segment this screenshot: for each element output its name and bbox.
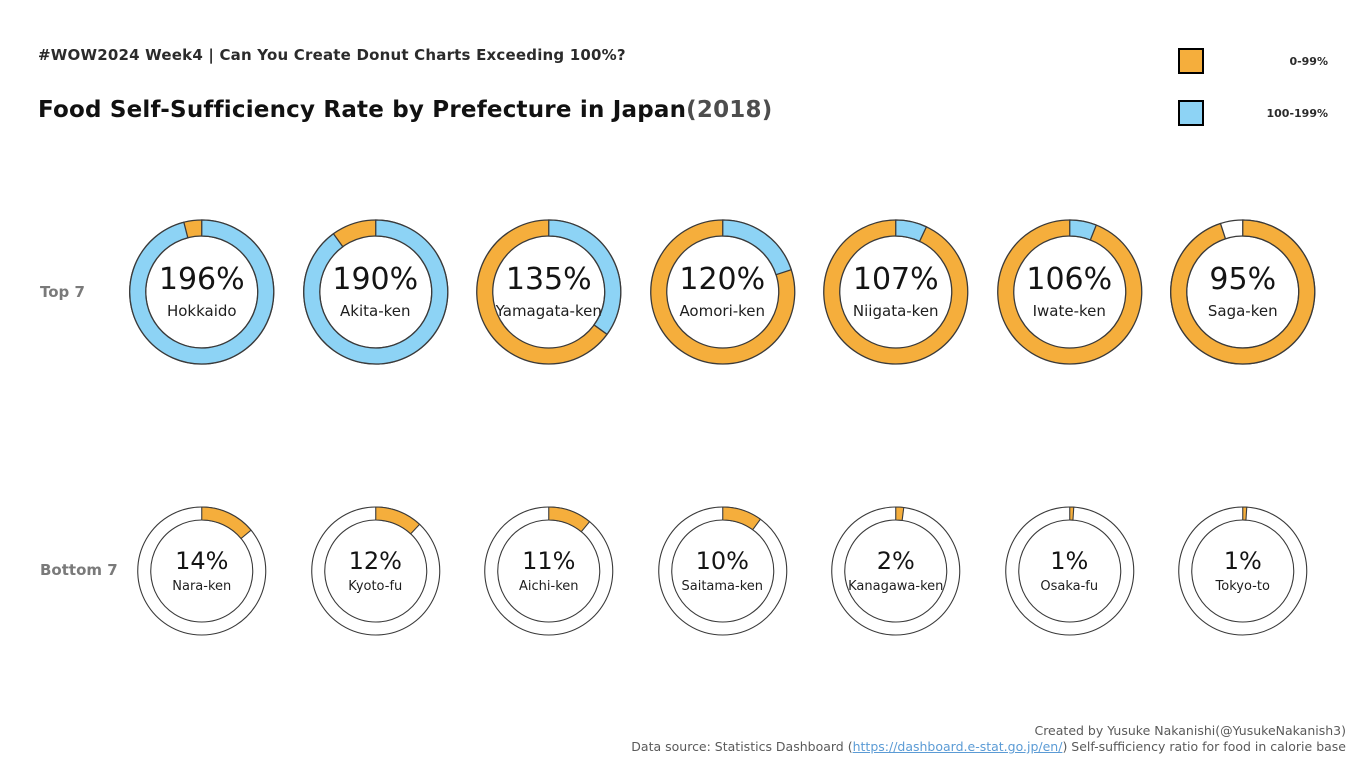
row-label-top7: Top 7 [40, 283, 85, 301]
footer-source-link[interactable]: https://dashboard.e-stat.go.jp/en/ [852, 739, 1063, 754]
donut-ring [129, 219, 275, 365]
page-title-text: Food Self-Sufficiency Rate by Prefecture… [38, 97, 687, 123]
page-title-year: (2018) [686, 97, 773, 123]
donut-chart-osaka-fu[interactable]: 1% Osaka-fu [983, 506, 1157, 636]
legend-swatch-orange [1178, 48, 1204, 74]
donut-ring [1004, 506, 1134, 636]
dashboard-subtitle: #WOW2024 Week4 | Can You Create Donut Ch… [38, 46, 626, 64]
footer-source-suffix: ) Self-sufficiency ratio for food in cal… [1062, 739, 1346, 754]
donut-chart-aomori-ken[interactable]: 120% Aomori-ken [636, 219, 810, 365]
donut-ring [657, 506, 787, 636]
donut-chart-niigata-ken[interactable]: 107% Niigata-ken [809, 219, 983, 365]
donut-chart-nara-ken[interactable]: 14% Nara-ken [115, 506, 289, 636]
donut-chart-yamagata-ken[interactable]: 135% Yamagata-ken [462, 219, 636, 365]
donut-chart-saitama-ken[interactable]: 10% Saitama-ken [636, 506, 810, 636]
legend-item-0-99[interactable]: 0-99% [1178, 46, 1328, 76]
footer: Created by Yusuke Nakanishi(@YusukeNakan… [631, 723, 1346, 755]
footer-source-prefix: Data source: Statistics Dashboard ( [631, 739, 853, 754]
donut-ring [823, 219, 969, 365]
legend-label-100-199: 100-199% [1266, 106, 1328, 120]
legend-label-0-99: 0-99% [1289, 54, 1328, 68]
legend-item-100-199[interactable]: 100-199% [1178, 98, 1328, 128]
donut-row-bottom7: 14% Nara-ken 12% Kyoto-fu 11% Aichi-ken 10% Sai… [115, 506, 1330, 636]
donut-chart-aichi-ken[interactable]: 11% Aichi-ken [462, 506, 636, 636]
donut-ring [1178, 506, 1308, 636]
donut-chart-akita-ken[interactable]: 190% Akita-ken [289, 219, 463, 365]
donut-row-top7: 196% Hokkaido 190% Akita-ken 135% Yamagata-ke… [115, 219, 1330, 365]
legend: 0-99% 100-199% [1178, 46, 1328, 150]
donut-ring [137, 506, 267, 636]
donut-ring [476, 219, 622, 365]
donut-ring [649, 219, 795, 365]
donut-chart-iwate-ken[interactable]: 106% Iwate-ken [983, 219, 1157, 365]
footer-source: Data source: Statistics Dashboard (https… [631, 739, 1346, 755]
donut-chart-hokkaido[interactable]: 196% Hokkaido [115, 219, 289, 365]
donut-chart-kanagawa-ken[interactable]: 2% Kanagawa-ken [809, 506, 983, 636]
donut-chart-kyoto-fu[interactable]: 12% Kyoto-fu [289, 506, 463, 636]
donut-chart-saga-ken[interactable]: 95% Saga-ken [1156, 219, 1330, 365]
donut-ring [310, 506, 440, 636]
donut-ring [996, 219, 1142, 365]
donut-ring [484, 506, 614, 636]
legend-swatch-blue [1178, 100, 1204, 126]
donut-chart-tokyo-to[interactable]: 1% Tokyo-to [1156, 506, 1330, 636]
row-label-bottom7: Bottom 7 [40, 561, 118, 579]
donut-ring [302, 219, 448, 365]
donut-ring [1170, 219, 1316, 365]
page-title: Food Self-Sufficiency Rate by Prefecture… [38, 97, 772, 123]
donut-ring [831, 506, 961, 636]
footer-credit: Created by Yusuke Nakanishi(@YusukeNakan… [1034, 723, 1346, 738]
